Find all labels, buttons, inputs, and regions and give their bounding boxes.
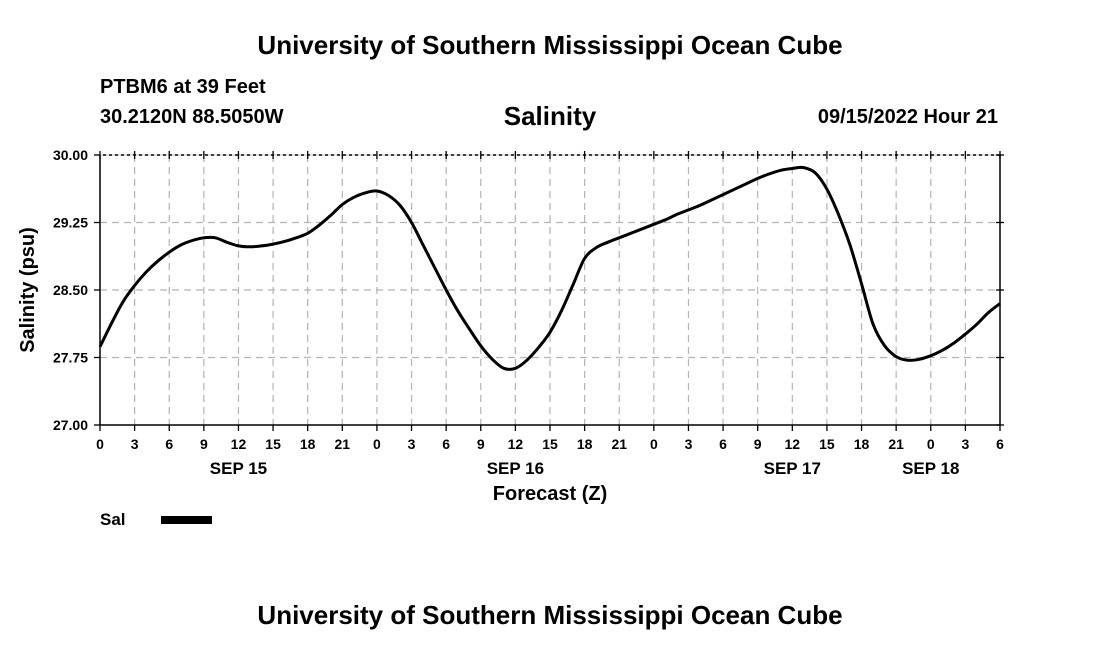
x-tick-label: 6 <box>719 436 727 452</box>
x-tick-label: 0 <box>650 436 658 452</box>
x-tick-label: 12 <box>508 436 524 452</box>
y-tick-label: 29.25 <box>53 215 88 231</box>
x-tick-label: 15 <box>819 436 835 452</box>
x-tick-label: 6 <box>165 436 173 452</box>
x-tick-label: 18 <box>577 436 593 452</box>
axis-ticks <box>94 151 1004 431</box>
x-tick-label: 21 <box>888 436 904 452</box>
x-tick-label: 6 <box>442 436 450 452</box>
date-label: SEP 18 <box>902 459 959 478</box>
series-line-sal <box>98 165 1001 371</box>
y-axis-title: Salinity (psu) <box>17 227 39 353</box>
legend-label: Sal <box>100 510 126 529</box>
x-tick-labels: 0 3 6 9 12 15 18 21 0 3 6 9 12 15 18 21 0 3 6 9 12 15 18 21 0 3 6 <box>96 436 1004 452</box>
x-tick-label: 3 <box>131 436 139 452</box>
y-tick-labels: 27.00 27.75 28.50 29.25 30.00 <box>53 147 88 433</box>
x-tick-label: 18 <box>300 436 316 452</box>
x-tick-label: 3 <box>408 436 416 452</box>
y-tick-label: 30.00 <box>53 147 88 163</box>
x-tick-label: 0 <box>927 436 935 452</box>
x-tick-label: 3 <box>961 436 969 452</box>
footer-title: University of Southern Mississippi Ocean… <box>257 600 843 630</box>
x-tick-label: 9 <box>200 436 208 452</box>
chart-title: Salinity <box>503 101 597 131</box>
x-tick-label: 21 <box>335 436 351 452</box>
x-tick-label: 0 <box>96 436 104 452</box>
y-tick-label: 27.75 <box>53 350 88 366</box>
y-tick-label: 28.50 <box>53 282 88 298</box>
date-label: SEP 16 <box>487 459 544 478</box>
x-axis-title: Forecast (Z) <box>493 483 607 505</box>
x-tick-label: 12 <box>785 436 801 452</box>
station-label: PTBM6 at 39 Feet <box>100 76 266 98</box>
page-title: University of Southern Mississippi Ocean… <box>257 30 843 60</box>
datetime-label: 09/15/2022 Hour 21 <box>817 106 998 128</box>
x-tick-label: 21 <box>611 436 627 452</box>
x-tick-label: 0 <box>373 436 381 452</box>
coordinates-label: 30.2120N 88.5050W <box>100 106 284 128</box>
x-tick-label: 9 <box>477 436 485 452</box>
x-tick-label: 18 <box>854 436 870 452</box>
date-label: SEP 17 <box>764 459 821 478</box>
date-label: SEP 15 <box>210 459 267 478</box>
y-tick-label: 27.00 <box>53 417 88 433</box>
date-labels: SEP 15 SEP 16 SEP 17 SEP 18 <box>210 459 960 478</box>
x-tick-label: 9 <box>754 436 762 452</box>
x-tick-label: 6 <box>996 436 1004 452</box>
x-tick-label: 12 <box>231 436 247 452</box>
legend: Sal <box>100 510 212 529</box>
x-tick-label: 3 <box>685 436 693 452</box>
salinity-chart: 27.00 27.75 28.50 29.25 30.00 0 3 6 9 12 15 18 21 0 3… <box>17 147 1004 529</box>
x-tick-label: 15 <box>542 436 558 452</box>
x-tick-label: 15 <box>265 436 281 452</box>
grid <box>100 155 1000 425</box>
